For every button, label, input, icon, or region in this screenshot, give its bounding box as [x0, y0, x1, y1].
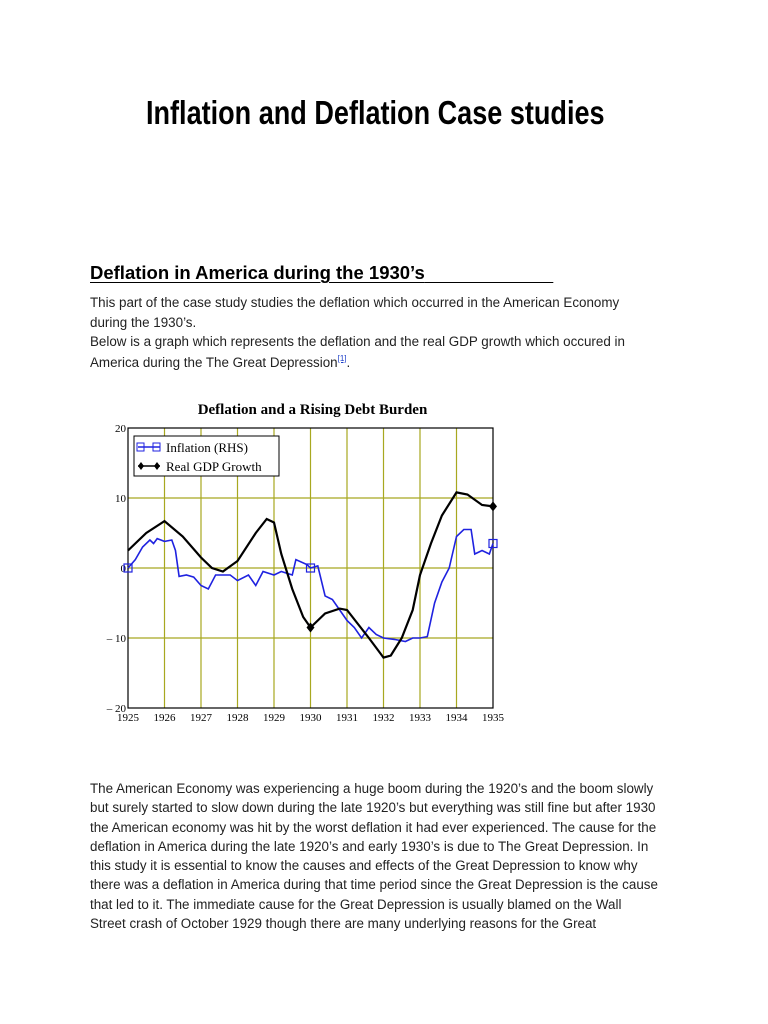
body-line: Street crash of October 1929 though ther…	[90, 916, 597, 931]
section-heading: Deflation in America during the 1930’s	[90, 262, 553, 284]
legend-marker	[154, 462, 160, 470]
y-tick-label: – 10	[106, 633, 127, 645]
y-tick-label: 10	[115, 493, 127, 505]
chart-title: Deflation and a Rising Debt Burden	[198, 402, 428, 418]
data-point-marker	[489, 501, 497, 512]
x-tick-label: 1927	[190, 712, 213, 724]
legend-label: Inflation (RHS)	[166, 440, 248, 455]
x-tick-label: 1929	[263, 712, 286, 724]
y-tick-label: 20	[115, 423, 127, 435]
document-title: Inflation and Deflation Case studies	[146, 94, 605, 131]
y-tick-label: – 20	[106, 703, 127, 715]
data-point-marker	[488, 538, 498, 549]
series-line-real-gdp-growth	[127, 491, 494, 659]
body-line: the American economy was hit by the wors…	[90, 820, 657, 835]
series-line-inflation	[127, 528, 494, 643]
legend-label: Real GDP Growth	[166, 459, 262, 474]
x-tick-label: 1931	[336, 712, 358, 724]
intro-line-text: America during the The Great Depression	[90, 355, 338, 370]
x-tick-label: 1933	[409, 712, 432, 724]
data-point-marker	[305, 563, 316, 573]
section-heading-text: Deflation in America during the 1930’s	[90, 262, 425, 283]
legend-marker	[138, 462, 144, 470]
intro-line: during the 1930’s.	[90, 315, 197, 330]
body-line: The American Economy was experiencing a …	[90, 781, 654, 796]
x-tick-label: 1925	[117, 712, 140, 724]
body-line: there was a deflation in America during …	[90, 877, 658, 892]
body-line: but surely started to slow down during t…	[90, 800, 656, 815]
body-line: that led to it. The immediate cause for …	[90, 897, 622, 912]
chart: Deflation and a Rising Debt Burden 1925 19…	[106, 402, 505, 724]
data-point-marker	[306, 622, 315, 633]
x-tick-label: 1928	[227, 712, 250, 724]
intro-line: America during the The Great Depression[…	[90, 354, 351, 370]
data-point-marker	[123, 563, 133, 573]
footnote-link[interactable]: [1]	[337, 354, 347, 363]
x-tick-label: 1930	[300, 712, 323, 724]
legend-marker	[136, 442, 145, 452]
x-tick-label: 1932	[373, 712, 395, 724]
intro-line: Below is a graph which represents the de…	[90, 334, 625, 349]
body-line: deflation in America during the late 192…	[90, 839, 649, 854]
x-tick-label: 1926	[154, 712, 177, 724]
x-tick-label: 1935	[482, 712, 505, 724]
body-line: this study it is essential to know the c…	[90, 858, 638, 873]
x-tick-label: 1934	[446, 712, 469, 724]
legend-marker	[152, 442, 161, 452]
intro-line: This part of the case study studies the …	[90, 295, 620, 310]
